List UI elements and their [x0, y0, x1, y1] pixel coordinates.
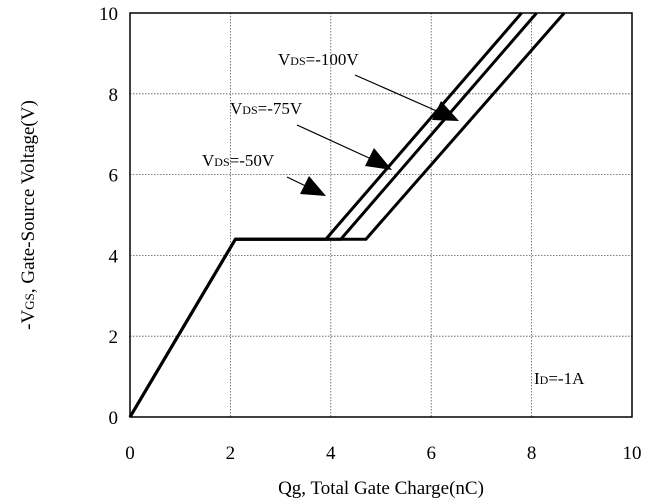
y-tick-labels: 0 2 4 6 8 10 [99, 4, 119, 429]
series-line-0 [128, 12, 523, 418]
series-label-vds-75: VDS=-75V [230, 99, 303, 118]
y-tick-label: 6 [109, 166, 119, 187]
x-tick-label: 4 [326, 443, 336, 464]
y-tick-label: 2 [109, 327, 119, 348]
series-line-1 [128, 12, 538, 418]
annotation-id: ID=-1A [534, 369, 585, 388]
grid-lines [130, 13, 632, 417]
series-label-vds-50: VDS=-50V [202, 151, 275, 170]
arrow-vds-100 [354, 74, 459, 121]
series-lines [128, 12, 566, 418]
series-line-2 [128, 12, 566, 418]
arrow-vds-50 [286, 176, 326, 196]
y-axis-label: -VGS, Gate-Source Voltage(V) [18, 100, 39, 330]
x-tick-label: 10 [623, 443, 642, 464]
y-tick-label: 8 [109, 85, 119, 106]
arrow-vds-75 [296, 124, 392, 170]
y-tick-label: 0 [109, 408, 119, 429]
y-tick-label: 10 [99, 4, 118, 25]
x-tick-label: 0 [125, 443, 135, 464]
x-tick-label: 6 [426, 443, 436, 464]
x-tick-label: 8 [527, 443, 537, 464]
x-tick-labels: 0 2 4 6 8 10 [125, 443, 641, 464]
series-label-vds-100: VDS=-100V [278, 50, 359, 69]
y-tick-label: 4 [109, 246, 119, 267]
x-tick-label: 2 [226, 443, 236, 464]
x-axis-label: Qg, Total Gate Charge(nC) [278, 478, 484, 499]
plot-frame [129, 12, 633, 418]
